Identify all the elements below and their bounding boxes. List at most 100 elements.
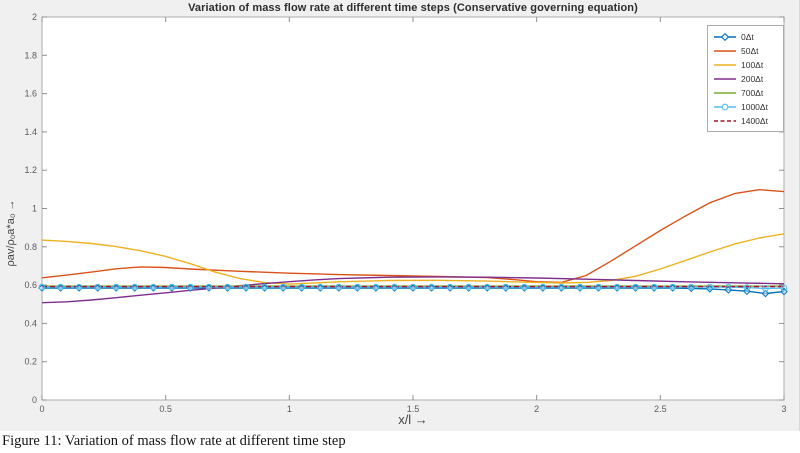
legend-item-0Δt: 0Δt (713, 30, 778, 44)
x-tick-label: 2 (534, 404, 539, 414)
legend-label: 1000Δt (741, 102, 768, 112)
marker-diamond (520, 284, 529, 292)
marker-circle (521, 283, 528, 291)
marker-circle (112, 283, 120, 291)
legend-item-50Δt: 50Δt (713, 44, 778, 58)
marker-diamond (205, 284, 213, 292)
marker-circle (650, 283, 658, 291)
marker-circle (94, 283, 101, 291)
legend-line-sample (714, 120, 736, 122)
marker-diamond (279, 284, 287, 292)
x-tick-label: 3 (781, 404, 786, 414)
marker-circle (38, 283, 46, 291)
marker-diamond (409, 284, 417, 292)
marker-diamond (112, 284, 121, 292)
legend-item-700Δt: 700Δt (713, 86, 778, 100)
legend-item-1400Δt: 1400Δt (713, 114, 778, 128)
marker-diamond (761, 289, 770, 298)
marker-circle (224, 283, 231, 291)
axes-box (41, 16, 785, 401)
marker-circle (687, 283, 695, 291)
marker-diamond (390, 284, 399, 292)
marker-circle (706, 283, 714, 291)
marker-diamond (168, 284, 176, 292)
legend-item-1000Δt: 1000Δt (713, 100, 778, 114)
marker-diamond (316, 284, 325, 292)
marker-circle (725, 283, 732, 291)
marker-circle (168, 283, 176, 291)
marker-diamond (334, 284, 343, 292)
marker-circle (391, 283, 398, 291)
marker-diamond (668, 284, 677, 292)
figure-caption: Figure 11: Variation of mass flow rate a… (2, 433, 346, 449)
marker-diamond (75, 284, 83, 292)
marker-diamond (56, 284, 65, 292)
marker-circle (465, 283, 472, 291)
y-tick-label: 0 (32, 395, 37, 405)
marker-diamond (353, 284, 362, 292)
marker-circle (576, 283, 584, 291)
legend-item-100Δt: 100Δt (713, 58, 778, 72)
legend-line-sample (714, 64, 736, 66)
legend-label: 50Δt (741, 46, 759, 56)
marker-diamond (631, 284, 640, 292)
marker-diamond (594, 284, 603, 292)
y-tick-label: 0.6 (24, 280, 37, 290)
marker-diamond (483, 284, 492, 292)
marker-circle (446, 283, 454, 291)
chart-title: Variation of mass flow rate at different… (188, 2, 638, 14)
legend: 0Δt 50Δt 100Δt 200Δt 700Δt 1000Δt 1400Δt (707, 25, 784, 132)
marker-diamond (687, 284, 696, 293)
marker-diamond (464, 284, 473, 292)
marker-circle (558, 283, 565, 291)
marker-diamond (557, 284, 566, 292)
marker-diamond (260, 284, 269, 292)
marker-diamond (705, 285, 714, 293)
y-tick-label: 2 (32, 12, 37, 22)
x-tick-label: 0.5 (159, 404, 172, 414)
marker-circle (205, 283, 213, 291)
legend-line-sample (714, 78, 736, 80)
matlab-figure: 0 0.5 1 1.5 2 2.5 3 0 0.2 0.4 0.6 0.8 1 1.2 1.4 1.6 1.8 2… (0, 0, 800, 431)
marker-circle (261, 283, 268, 291)
y-tick-label: 1 (32, 204, 37, 214)
marker-circle (613, 283, 621, 291)
marker-diamond (372, 284, 380, 292)
legend-label: 0Δt (741, 32, 754, 42)
marker-diamond (650, 284, 658, 292)
legend-item-200Δt: 200Δt (713, 72, 778, 86)
marker-diamond (38, 284, 46, 292)
marker-circle (762, 285, 769, 292)
marker-circle (75, 283, 83, 291)
marker-circle (743, 284, 751, 291)
marker-circle (57, 283, 64, 291)
x-tick-label: 0 (39, 404, 44, 414)
y-tick-label: 1.2 (24, 165, 37, 175)
marker-circle (242, 283, 250, 291)
marker-diamond (149, 284, 158, 292)
series-line-200Δt (41, 276, 785, 304)
marker-diamond (242, 284, 250, 292)
marker-circle (428, 283, 435, 291)
marker-circle (539, 283, 547, 291)
plot-area: 0 0.5 1 1.5 2 2.5 3 0 0.2 0.4 0.6 0.8 1 1.2 1.4 1.6 1.8 2 (24, 12, 788, 414)
y-tick-label: 1.8 (24, 50, 37, 60)
marker-diamond (576, 284, 584, 292)
marker-circle (354, 283, 361, 291)
y-axis-label: ρav/ρ₀a*a₀ → (5, 199, 17, 267)
marker-diamond (186, 284, 195, 292)
legend-label: 200Δt (741, 74, 764, 84)
marker-circle (279, 283, 287, 291)
y-tick-label: 1.6 (24, 89, 37, 99)
x-tick-label: 1 (287, 404, 292, 414)
legend-label: 100Δt (741, 60, 764, 70)
x-tick-label: 1.5 (407, 404, 420, 414)
marker-circle (780, 284, 788, 292)
marker-circle (409, 283, 417, 291)
marker-circle (298, 283, 306, 291)
series-line-100Δt (41, 233, 785, 285)
marker-circle (335, 283, 343, 291)
marker-diamond (223, 284, 232, 292)
marker-diamond (446, 284, 454, 292)
marker-diamond (130, 284, 139, 292)
